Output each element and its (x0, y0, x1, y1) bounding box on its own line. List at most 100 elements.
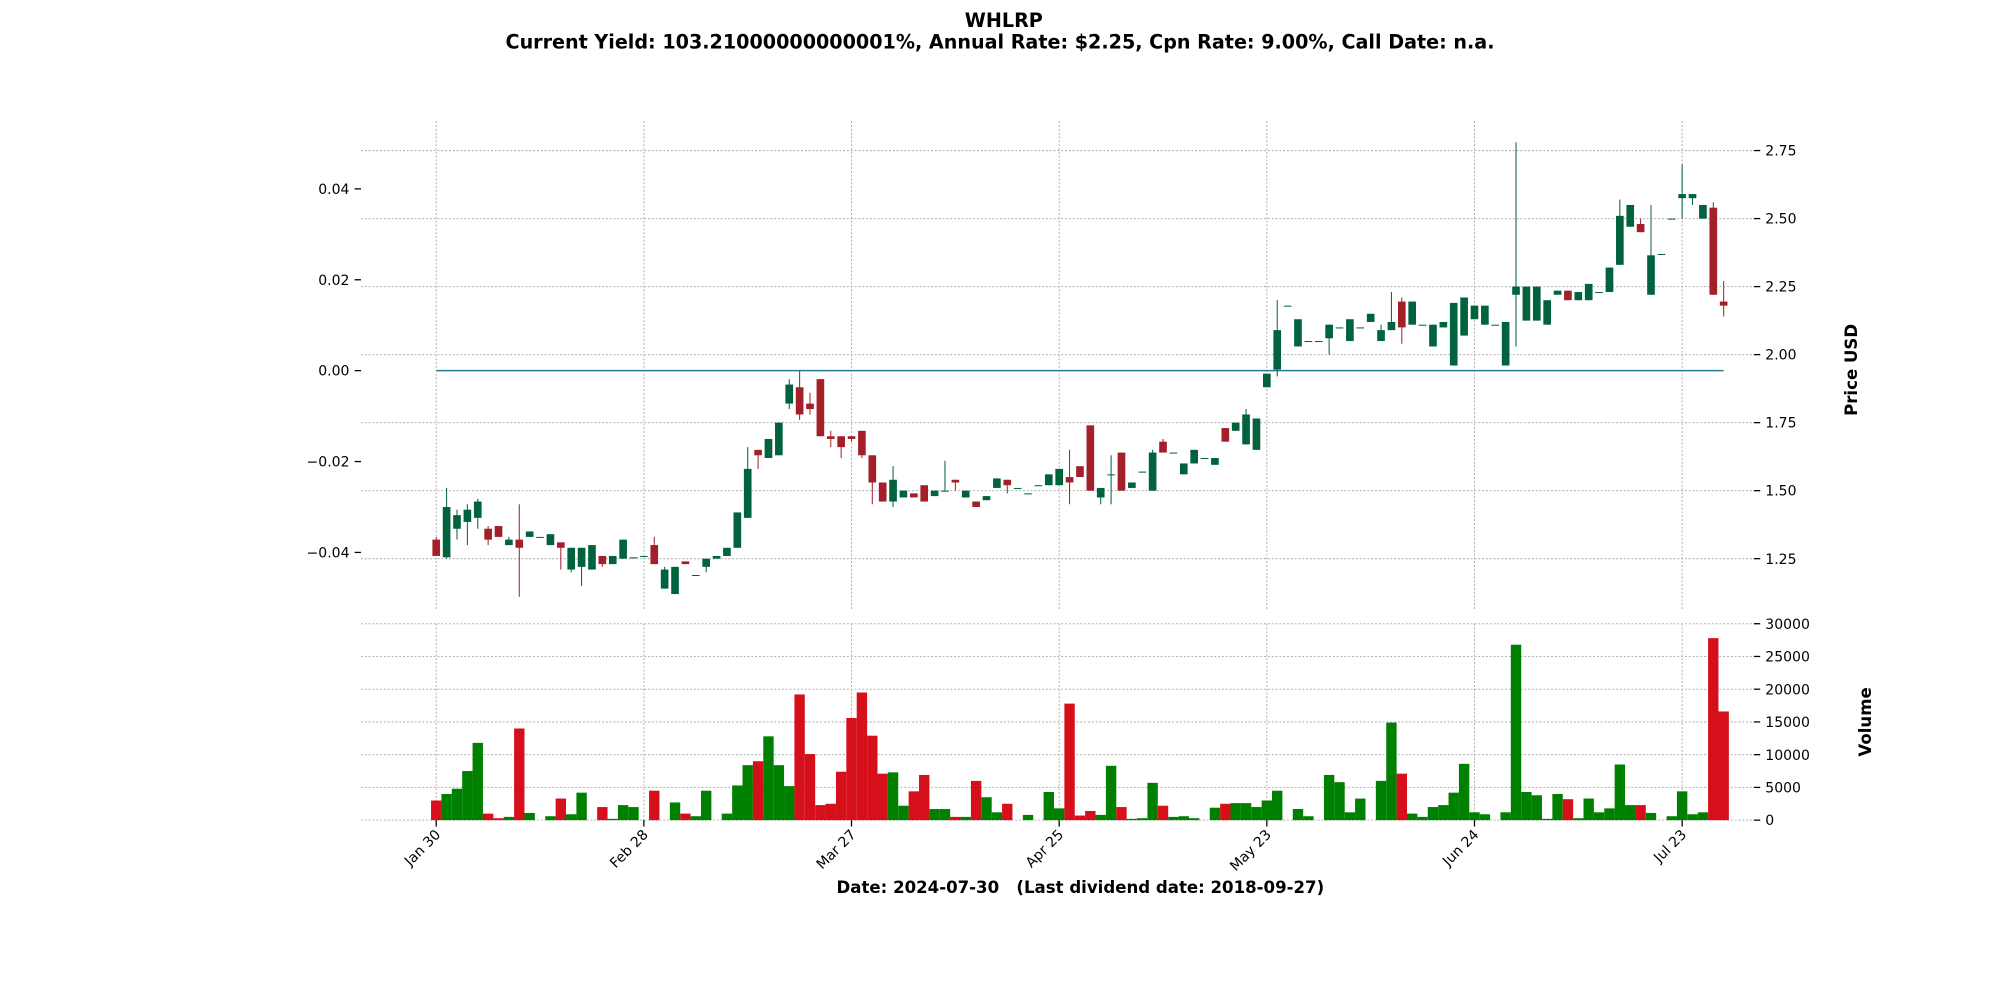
volume-bar (1697, 812, 1709, 821)
candle-body (432, 539, 441, 556)
candle-body (1387, 321, 1396, 331)
candle-body (816, 379, 825, 437)
volume-bar (1095, 814, 1106, 821)
candle-body (702, 558, 710, 567)
volume-bar (493, 818, 504, 821)
volume-bar (1043, 791, 1054, 821)
volume-bar (804, 754, 816, 821)
volume-bar (441, 793, 452, 821)
volume-bar (1500, 812, 1511, 821)
candle-body (1242, 414, 1250, 445)
candle-body (1283, 305, 1292, 307)
candle-body (1221, 428, 1230, 442)
candle-body (795, 387, 804, 415)
candle-body (629, 557, 638, 559)
volume-bar (773, 765, 785, 821)
volume-tick-label: 10000 (1765, 748, 1810, 764)
volume-bar (898, 805, 909, 821)
volume-bar (981, 797, 992, 821)
volume-bar (482, 813, 494, 821)
left-y-tick-label: −0.02 (307, 455, 350, 471)
left-y-tick-label: 0.04 (318, 182, 349, 198)
candle-body (723, 547, 731, 556)
y-tick-label: 2.00 (1765, 348, 1796, 364)
candle-body (1616, 215, 1624, 265)
candle-body (1564, 290, 1572, 301)
candle-body (878, 482, 887, 502)
candle-body (1397, 301, 1406, 328)
y-tick-label: 1.50 (1765, 484, 1796, 500)
volume-bar (1157, 805, 1169, 821)
volume-bar (732, 785, 743, 821)
candle-body (847, 436, 856, 439)
candle-body (1418, 324, 1427, 326)
candle-body (1501, 321, 1510, 366)
volume-bar (846, 718, 857, 821)
candle-body (1169, 452, 1178, 454)
candle-body (1626, 204, 1635, 227)
volume-bar (1666, 816, 1677, 821)
volume-bar (1126, 818, 1138, 821)
candle-body (1107, 474, 1115, 476)
candle-body (463, 509, 472, 522)
volume-bar (503, 816, 515, 821)
candle-body (588, 545, 596, 570)
volume-bar (1604, 808, 1615, 821)
candle-body (1096, 487, 1105, 498)
volume-bar (1676, 791, 1688, 821)
volume-bar (1209, 807, 1221, 821)
candle-body (1128, 482, 1136, 488)
candle-body (1346, 319, 1354, 342)
volume-bar (794, 694, 805, 821)
volume-bar (1614, 764, 1626, 821)
candle-body (858, 430, 866, 456)
volume-bar (1458, 763, 1470, 821)
candle-body (546, 534, 555, 546)
candle-body (1273, 330, 1282, 370)
candle-body (941, 490, 949, 492)
volume-bar (950, 816, 961, 821)
candle-body (868, 455, 877, 483)
candle-body (681, 561, 690, 565)
volume-bar (451, 788, 463, 821)
volume-bar (680, 813, 691, 821)
volume-bar (1438, 805, 1449, 821)
x-tick-label: Jan 30 (401, 827, 444, 870)
volume-bar (669, 802, 681, 821)
volume-bar (1510, 644, 1522, 821)
volume-bar (752, 761, 764, 821)
candle-body (837, 436, 845, 448)
candle-body (1356, 327, 1365, 329)
volume-bar (784, 786, 795, 821)
volume-bar (1002, 803, 1013, 821)
candle-body (1553, 290, 1562, 295)
candle-body (1408, 301, 1417, 325)
volume-bar (1448, 792, 1459, 821)
candle-body (1024, 493, 1032, 495)
volume-bar (1085, 810, 1096, 821)
candle-body (1117, 452, 1126, 491)
candle-body (577, 547, 586, 567)
x-tick-label: Apr 25 (1023, 827, 1067, 871)
candle-body (764, 438, 773, 459)
volume-bar (908, 791, 920, 821)
candle-body (1605, 267, 1614, 293)
volume-bar (472, 742, 483, 821)
candle-body (1211, 458, 1219, 465)
candle-body (1335, 327, 1344, 329)
volume-bar (1541, 818, 1553, 821)
candle-body (775, 422, 783, 456)
volume-bar (1272, 790, 1283, 821)
candle-body (1148, 452, 1157, 491)
candle-body (556, 542, 565, 548)
volume-bar (690, 816, 701, 821)
volume-tick-label: 15000 (1765, 715, 1810, 731)
volume-bar (617, 805, 629, 821)
volume-bar (919, 774, 930, 821)
volume-bar (1396, 773, 1408, 821)
candle-body (515, 539, 524, 548)
volume-tick-label: 25000 (1765, 650, 1810, 666)
volume-bar (1407, 813, 1418, 821)
volume-bar (1355, 798, 1366, 821)
candle-body (1481, 305, 1489, 325)
